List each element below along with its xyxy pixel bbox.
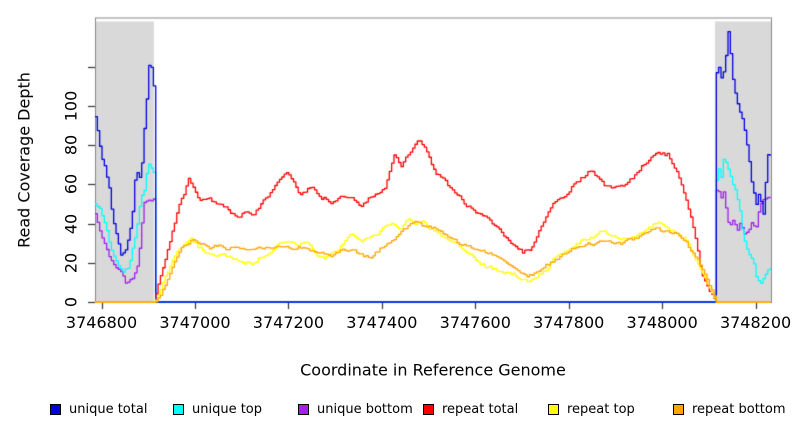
legend-item-unique-bottom: unique bottom — [298, 400, 413, 418]
legend-item-repeat-bottom: repeat bottom — [673, 400, 786, 418]
legend-label: unique bottom — [317, 401, 413, 417]
legend-label: unique total — [69, 401, 148, 417]
y-tick-label: 100 — [61, 90, 81, 122]
legend-swatch — [50, 403, 61, 415]
x-tick-label: 3748200 — [719, 313, 792, 332]
y-tick-label: 0 — [61, 296, 81, 308]
x-tick-label: 3747200 — [252, 313, 325, 332]
legend-label: unique top — [192, 401, 263, 417]
y-axis-title: Read Coverage Depth — [14, 72, 34, 248]
x-tick-label: 3747000 — [159, 313, 231, 332]
legend-item-unique-top: unique top — [173, 400, 262, 418]
x-axis-title: Coordinate in Reference Genome — [300, 360, 566, 380]
x-tick-label: 3747400 — [346, 313, 418, 332]
legend-label: repeat total — [442, 401, 519, 417]
x-tick-label: 3747800 — [533, 313, 605, 332]
y-tick-label: 20 — [61, 252, 81, 273]
x-tick-label: 3746800 — [65, 313, 138, 332]
x-tick-label: 3747600 — [439, 313, 511, 332]
legend-item-unique-total: unique total — [50, 400, 147, 418]
y-tick-label: 60 — [61, 174, 81, 195]
x-tick-label: 3748000 — [626, 313, 698, 332]
legend-swatch — [423, 403, 434, 415]
legend-swatch — [173, 403, 184, 415]
legend-item-repeat-total: repeat total — [423, 400, 518, 418]
y-tick-label: 80 — [61, 134, 81, 156]
legend-swatch — [548, 403, 559, 415]
legend-label: repeat bottom — [692, 401, 786, 417]
legend-swatch — [673, 403, 684, 415]
legend-item-repeat-top: repeat top — [548, 400, 635, 418]
legend-label: repeat top — [567, 401, 635, 417]
legend-swatch — [298, 403, 309, 415]
y-tick-label: 40 — [61, 213, 81, 234]
